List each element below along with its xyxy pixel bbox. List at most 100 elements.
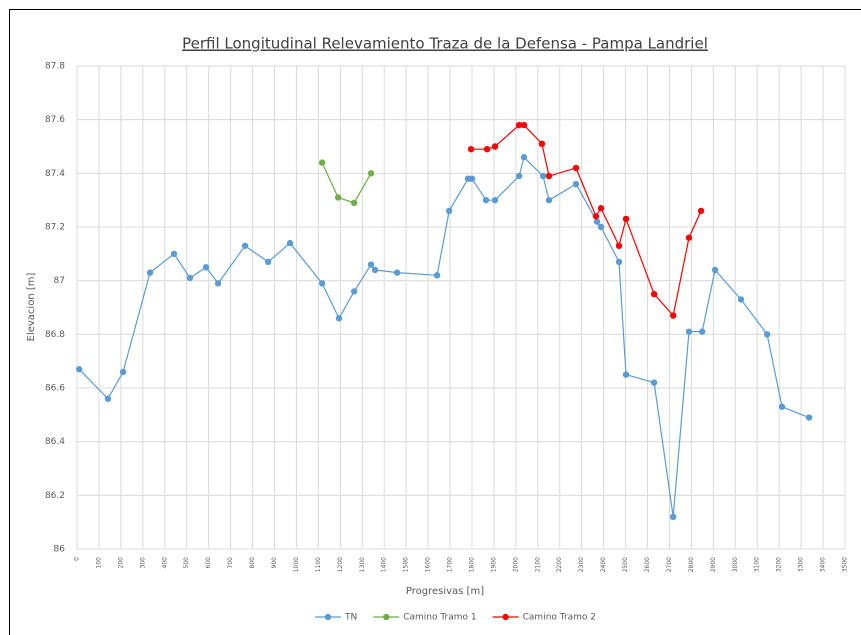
data-point [615, 258, 623, 266]
data-point [622, 215, 630, 223]
data-point [615, 242, 623, 249]
data-point [286, 239, 294, 247]
data-point [146, 269, 154, 276]
x-tick-label: 2200 [556, 557, 563, 572]
x-tick-label: 500 [183, 557, 190, 569]
data-point [520, 154, 528, 161]
data-point [104, 395, 112, 402]
x-tick-label: 400 [161, 557, 168, 569]
data-point [491, 196, 499, 204]
data-point [367, 261, 375, 268]
legend-marker [324, 613, 332, 621]
legend-marker [502, 613, 509, 621]
y-axis-label: Elevacion [m] [26, 273, 37, 342]
y-tick-label: 86.8 [45, 330, 65, 340]
data-point [650, 379, 658, 386]
data-point [241, 242, 249, 249]
x-tick-label: 1300 [359, 557, 366, 572]
series-line [471, 124, 702, 317]
legend-label: Camino Tramo 2 [523, 613, 596, 623]
data-point [650, 290, 658, 298]
data-point [468, 175, 476, 182]
data-point [491, 143, 499, 150]
x-tick-label: 300 [139, 557, 146, 569]
data-point [805, 414, 813, 421]
x-tick-label: 1800 [468, 557, 475, 572]
data-point [545, 172, 553, 180]
x-tick-label: 700 [227, 557, 234, 569]
data-point [264, 258, 272, 266]
x-tick-label: 100 [95, 557, 102, 569]
data-point [433, 272, 441, 279]
data-point [669, 513, 677, 520]
data-point [318, 280, 326, 287]
data-point [593, 218, 601, 225]
data-point [763, 331, 771, 338]
x-tick-label: 2900 [710, 557, 717, 572]
x-tick-label: 3300 [798, 557, 805, 572]
x-tick-label: 1500 [403, 557, 410, 572]
y-tick-label: 87 [54, 276, 65, 286]
data-point [572, 180, 580, 188]
data-point [393, 269, 401, 276]
y-tick-label: 87.6 [45, 115, 65, 125]
data-point [119, 368, 127, 376]
data-point [539, 172, 547, 180]
data-point [697, 207, 705, 215]
x-tick-label: 3200 [776, 557, 783, 572]
data-point [335, 315, 343, 322]
data-point [350, 288, 358, 295]
x-tick-label: 2700 [666, 557, 673, 572]
data-point [737, 296, 745, 303]
data-point [334, 194, 342, 201]
data-point [669, 312, 677, 319]
x-tick-label: 2500 [622, 557, 629, 572]
data-point [515, 121, 523, 129]
data-point [445, 207, 453, 215]
x-axis-label: Progresivas [m] [406, 586, 484, 597]
y-tick-label: 86.6 [45, 384, 65, 394]
x-tick-label: 200 [117, 557, 124, 569]
y-tick-label: 86.4 [45, 437, 65, 447]
data-point [371, 266, 379, 274]
x-tick-label: 3100 [754, 557, 761, 572]
data-point [75, 366, 83, 373]
x-tick-label: 1600 [425, 557, 432, 572]
x-tick-label: 800 [249, 557, 256, 569]
x-tick-label: 1000 [293, 557, 300, 572]
x-tick-label: 2400 [600, 557, 607, 572]
data-point [520, 121, 528, 129]
x-tick-label: 2000 [512, 557, 519, 572]
x-tick-label: 900 [271, 557, 278, 569]
y-tick-label: 86.2 [45, 491, 65, 501]
x-tick-label: 2800 [688, 557, 695, 572]
data-point [170, 250, 178, 258]
x-tick-label: 2100 [534, 557, 541, 572]
data-point [622, 371, 630, 378]
data-point [572, 164, 580, 172]
x-tick-label: 1700 [447, 557, 454, 572]
x-tick-label: 1200 [337, 557, 344, 572]
data-point [685, 328, 693, 335]
y-tick-label: 87.8 [45, 62, 65, 72]
y-tick-label: 87.2 [45, 223, 65, 233]
y-tick-label: 87.4 [45, 169, 65, 179]
data-point [592, 213, 600, 220]
data-point [367, 170, 375, 177]
x-tick-label: 1100 [315, 557, 322, 572]
data-point [698, 328, 706, 335]
data-point [467, 145, 475, 153]
chart-frame [9, 9, 861, 635]
x-tick-label: 1900 [490, 557, 497, 572]
data-point [202, 264, 210, 271]
data-point [186, 274, 194, 282]
data-point [685, 234, 693, 241]
data-point [482, 196, 490, 204]
data-point [515, 172, 523, 180]
data-point [483, 145, 491, 153]
x-tick-label: 3000 [732, 557, 739, 572]
data-point [597, 205, 605, 212]
x-tick-label: 3500 [842, 557, 849, 572]
legend-label: Camino Tramo 1 [403, 613, 476, 623]
